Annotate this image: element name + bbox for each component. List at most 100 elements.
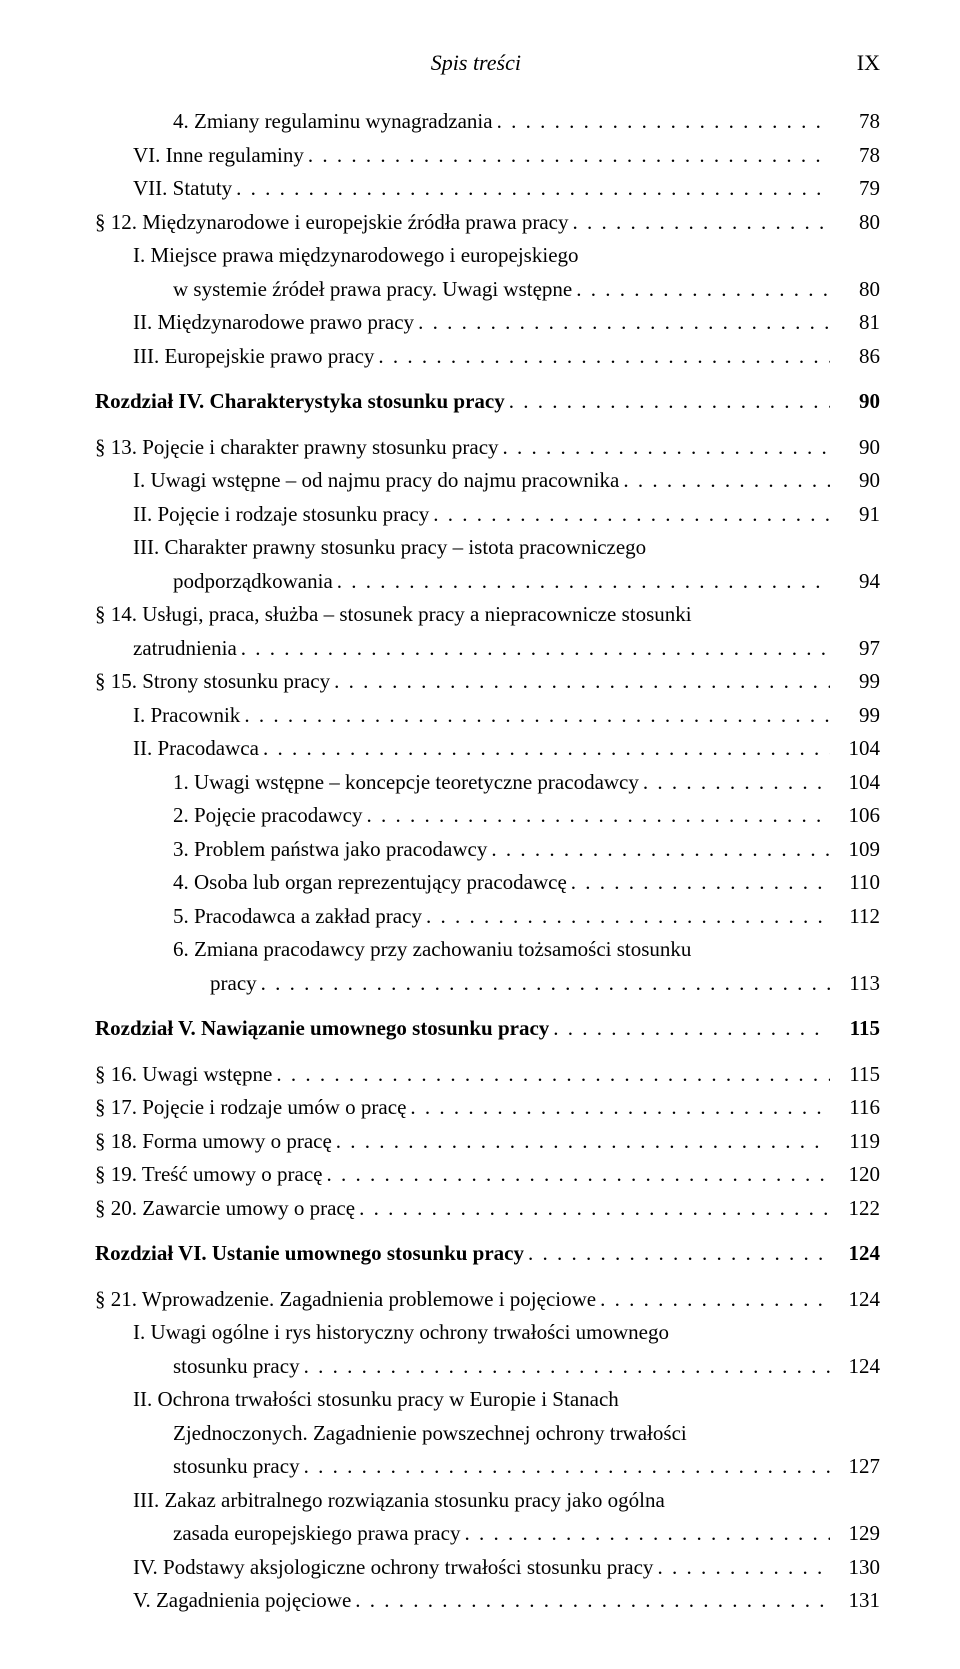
toc-entry-page: 113: [830, 968, 880, 1000]
toc-entry-page: 81: [830, 307, 880, 339]
toc-leader-dots: [308, 140, 830, 172]
toc-leader-dots: [359, 1193, 830, 1225]
toc-leader-dots: [304, 1451, 830, 1483]
toc-entry-page: 124: [830, 1238, 880, 1270]
toc-entry: Rozdział V. Nawiązanie umownego stosunku…: [95, 1013, 880, 1045]
toc-leader-dots: [334, 666, 830, 698]
toc-leader-dots: [464, 1518, 830, 1550]
toc-entry-label: § 13. Pojęcie i charakter prawny stosunk…: [95, 432, 503, 464]
toc-entry: § 12. Międzynarodowe i europejskie źródł…: [95, 207, 880, 239]
toc-leader-dots: [304, 1351, 830, 1383]
toc-entry: III. Europejskie prawo pracy 86: [95, 341, 880, 373]
toc-entry-page: 110: [830, 867, 880, 899]
toc-entry-label: II. Międzynarodowe prawo pracy: [133, 307, 418, 339]
toc-entry-label: § 20. Zawarcie umowy o pracę: [95, 1193, 359, 1225]
toc-entry: § 14. Usługi, praca, służba – stosunek p…: [95, 599, 880, 631]
toc-entry: Rozdział IV. Charakterystyka stosunku pr…: [95, 386, 880, 418]
toc-entry-page: 94: [830, 566, 880, 598]
toc-entry-label: zatrudnienia: [133, 633, 241, 665]
toc-entry-page: 120: [830, 1159, 880, 1191]
toc-entry-label: 5. Pracodawca a zakład pracy: [173, 901, 426, 933]
toc-entry: I. Miejsce prawa międzynarodowego i euro…: [95, 240, 880, 272]
toc-entry-label: I. Miejsce prawa międzynarodowego i euro…: [133, 240, 583, 272]
toc-entry-continuation: podporządkowania 94: [95, 566, 880, 598]
toc-entry-label: stosunku pracy: [173, 1451, 304, 1483]
toc-entry-label: Rozdział IV. Charakterystyka stosunku pr…: [95, 386, 509, 418]
toc-entry-label: § 18. Forma umowy o pracę: [95, 1126, 336, 1158]
toc-entry-continuation: stosunku pracy124: [95, 1351, 880, 1383]
toc-entry-label: III. Europejskie prawo pracy: [133, 341, 378, 373]
toc-entry-label: § 14. Usługi, praca, służba – stosunek p…: [95, 599, 696, 631]
toc-entry-label: 3. Problem państwa jako pracodawcy: [173, 834, 491, 866]
toc-leader-dots: [261, 968, 830, 1000]
toc-entry-label: III. Charakter prawny stosunku pracy – i…: [133, 532, 650, 564]
toc-entry-page: 124: [830, 1284, 880, 1316]
toc-leader-dots: [241, 633, 830, 665]
toc-leader-dots: [576, 274, 830, 306]
toc-entry-continuation: Zjednoczonych. Zagadnienie powszechnej o…: [95, 1418, 880, 1450]
toc-entry-label: 4. Osoba lub organ reprezentujący pracod…: [173, 867, 571, 899]
toc-leader-dots: [378, 341, 830, 373]
toc-entry-page: 104: [830, 767, 880, 799]
toc-entry: § 21. Wprowadzenie. Zagadnienia problemo…: [95, 1284, 880, 1316]
toc-entry-label: podporządkowania: [173, 566, 337, 598]
toc-entry: 4. Osoba lub organ reprezentujący pracod…: [95, 867, 880, 899]
toc-leader-dots: [336, 1126, 830, 1158]
toc-entry: § 13. Pojęcie i charakter prawny stosunk…: [95, 432, 880, 464]
toc-entry-page: 90: [830, 386, 880, 418]
toc-leader-dots: [572, 207, 830, 239]
toc-entry-continuation: w systemie źródeł prawa pracy. Uwagi wst…: [95, 274, 880, 306]
toc-entry-label: IV. Podstawy aksjologiczne ochrony trwał…: [133, 1552, 657, 1584]
toc-entry-page: 97: [830, 633, 880, 665]
toc-leader-dots: [426, 901, 830, 933]
toc-entry-page: 99: [830, 700, 880, 732]
toc-entry-label: § 15. Strony stosunku pracy: [95, 666, 334, 698]
toc-entry-page: 116: [830, 1092, 880, 1124]
toc-entry: § 15. Strony stosunku pracy 99: [95, 666, 880, 698]
toc-entry-page: 127: [830, 1451, 880, 1483]
toc-entry: II. Pojęcie i rodzaje stosunku pracy91: [95, 499, 880, 531]
toc-entry-page: 106: [830, 800, 880, 832]
toc-entry: V. Zagadnienia pojęciowe131: [95, 1585, 880, 1617]
toc-leader-dots: [503, 432, 830, 464]
toc-entry-page: 119: [830, 1126, 880, 1158]
toc-entry-page: 78: [830, 140, 880, 172]
toc-entry-page: 104: [830, 733, 880, 765]
toc-entry-page: 99: [830, 666, 880, 698]
toc-entry-label: III. Zakaz arbitralnego rozwiązania stos…: [133, 1485, 669, 1517]
toc-entry-label: Rozdział V. Nawiązanie umownego stosunku…: [95, 1013, 553, 1045]
toc-leader-dots: [553, 1013, 830, 1045]
toc-entry-page: 80: [830, 274, 880, 306]
toc-entry-continuation: stosunku pracy 127: [95, 1451, 880, 1483]
toc-entry: III. Charakter prawny stosunku pracy – i…: [95, 532, 880, 564]
toc-entry-page: 80: [830, 207, 880, 239]
toc-entry: I. Pracownik99: [95, 700, 880, 732]
toc-leader-dots: [497, 106, 830, 138]
table-of-contents: 4. Zmiany regulaminu wynagradzania78VI. …: [95, 106, 880, 1617]
toc-entry: 6. Zmiana pracodawcy przy zachowaniu toż…: [95, 934, 880, 966]
toc-entry-label: VI. Inne regulaminy: [133, 140, 308, 172]
toc-entry: IV. Podstawy aksjologiczne ochrony trwał…: [95, 1552, 880, 1584]
toc-entry: 5. Pracodawca a zakład pracy112: [95, 901, 880, 933]
toc-entry-label: pracy: [210, 968, 261, 1000]
toc-leader-dots: [337, 566, 830, 598]
toc-entry-label: § 16. Uwagi wstępne: [95, 1059, 276, 1091]
toc-leader-dots: [410, 1092, 830, 1124]
toc-entry: II. Międzynarodowe prawo pracy 81: [95, 307, 880, 339]
toc-entry-label: 1. Uwagi wstępne – koncepcje teoretyczne…: [173, 767, 643, 799]
toc-entry-label: II. Pracodawca: [133, 733, 263, 765]
toc-entry-label: w systemie źródeł prawa pracy. Uwagi wst…: [173, 274, 576, 306]
toc-leader-dots: [326, 1159, 830, 1191]
toc-leader-dots: [571, 867, 830, 899]
toc-leader-dots: [600, 1284, 830, 1316]
toc-entry-label: 2. Pojęcie pracodawcy: [173, 800, 367, 832]
toc-entry-page: 91: [830, 499, 880, 531]
toc-entry-continuation: zasada europejskiego prawa pracy129: [95, 1518, 880, 1550]
toc-entry-label: zasada europejskiego prawa pracy: [173, 1518, 464, 1550]
toc-entry-page: 86: [830, 341, 880, 373]
header-title: Spis treści: [95, 50, 857, 76]
toc-entry-page: 124: [830, 1351, 880, 1383]
toc-leader-dots: [643, 767, 830, 799]
toc-entry: II. Ochrona trwałości stosunku pracy w E…: [95, 1384, 880, 1416]
toc-entry: 4. Zmiany regulaminu wynagradzania78: [95, 106, 880, 138]
